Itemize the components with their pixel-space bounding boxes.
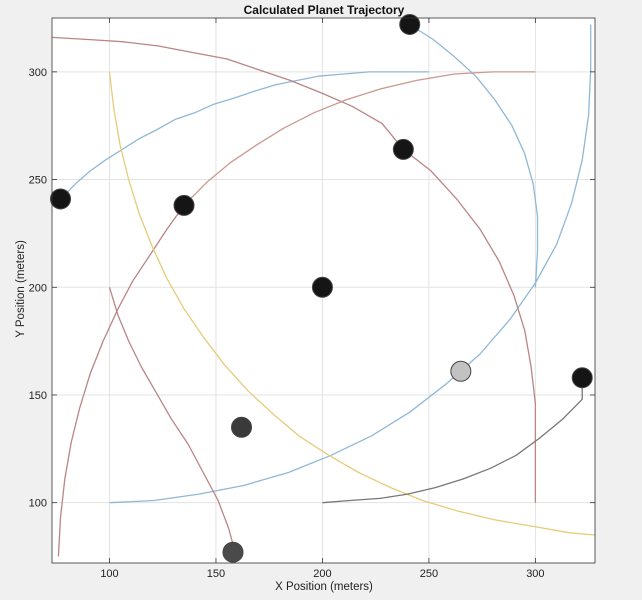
trajectory-line-8 (183, 71, 536, 206)
x-tick-label: 300 (526, 568, 544, 580)
planet-marker-6 (571, 367, 593, 389)
trajectory-line-7 (108, 287, 236, 553)
planet-marker-4 (50, 188, 72, 210)
trajectory-line-1 (60, 71, 429, 200)
planet-marker-1 (311, 276, 333, 298)
planet-marker-2 (399, 13, 421, 35)
trajectory-lines (51, 23, 596, 557)
trajectory-line-2 (409, 23, 539, 288)
y-tick-label: 150 (29, 390, 47, 402)
planet-marker-3 (392, 138, 414, 160)
x-tick-label: 200 (313, 568, 331, 580)
trajectory-line-6 (57, 205, 185, 557)
planet-marker-9 (450, 360, 472, 382)
y-tick-label: 250 (29, 175, 47, 187)
y-tick-label: 100 (29, 498, 47, 510)
x-tick-label: 150 (207, 568, 225, 580)
y-tick-label: 200 (29, 282, 47, 294)
planet-markers (50, 13, 593, 563)
planet-marker-7 (231, 416, 253, 438)
planet-marker-5 (173, 194, 195, 216)
axis-ticks: 100 150 200 250 300 100 150 200 250 300 (29, 18, 595, 580)
plot-border (51, 17, 596, 564)
chart-title: Calculated Planet Trajectory (244, 3, 405, 17)
x-axis-label: X Position (meters) (275, 581, 373, 593)
planet-marker-8 (222, 541, 244, 563)
y-tick-label: 300 (29, 67, 47, 79)
trajectory-line-9 (108, 71, 596, 536)
x-tick-label: 100 (100, 568, 118, 580)
trajectory-line-5 (403, 148, 537, 503)
y-axis-label: Y Position (meters) (15, 240, 27, 338)
x-tick-label: 250 (420, 568, 438, 580)
trajectory-line-10 (322, 377, 583, 504)
trajectory-line-4 (51, 36, 404, 150)
